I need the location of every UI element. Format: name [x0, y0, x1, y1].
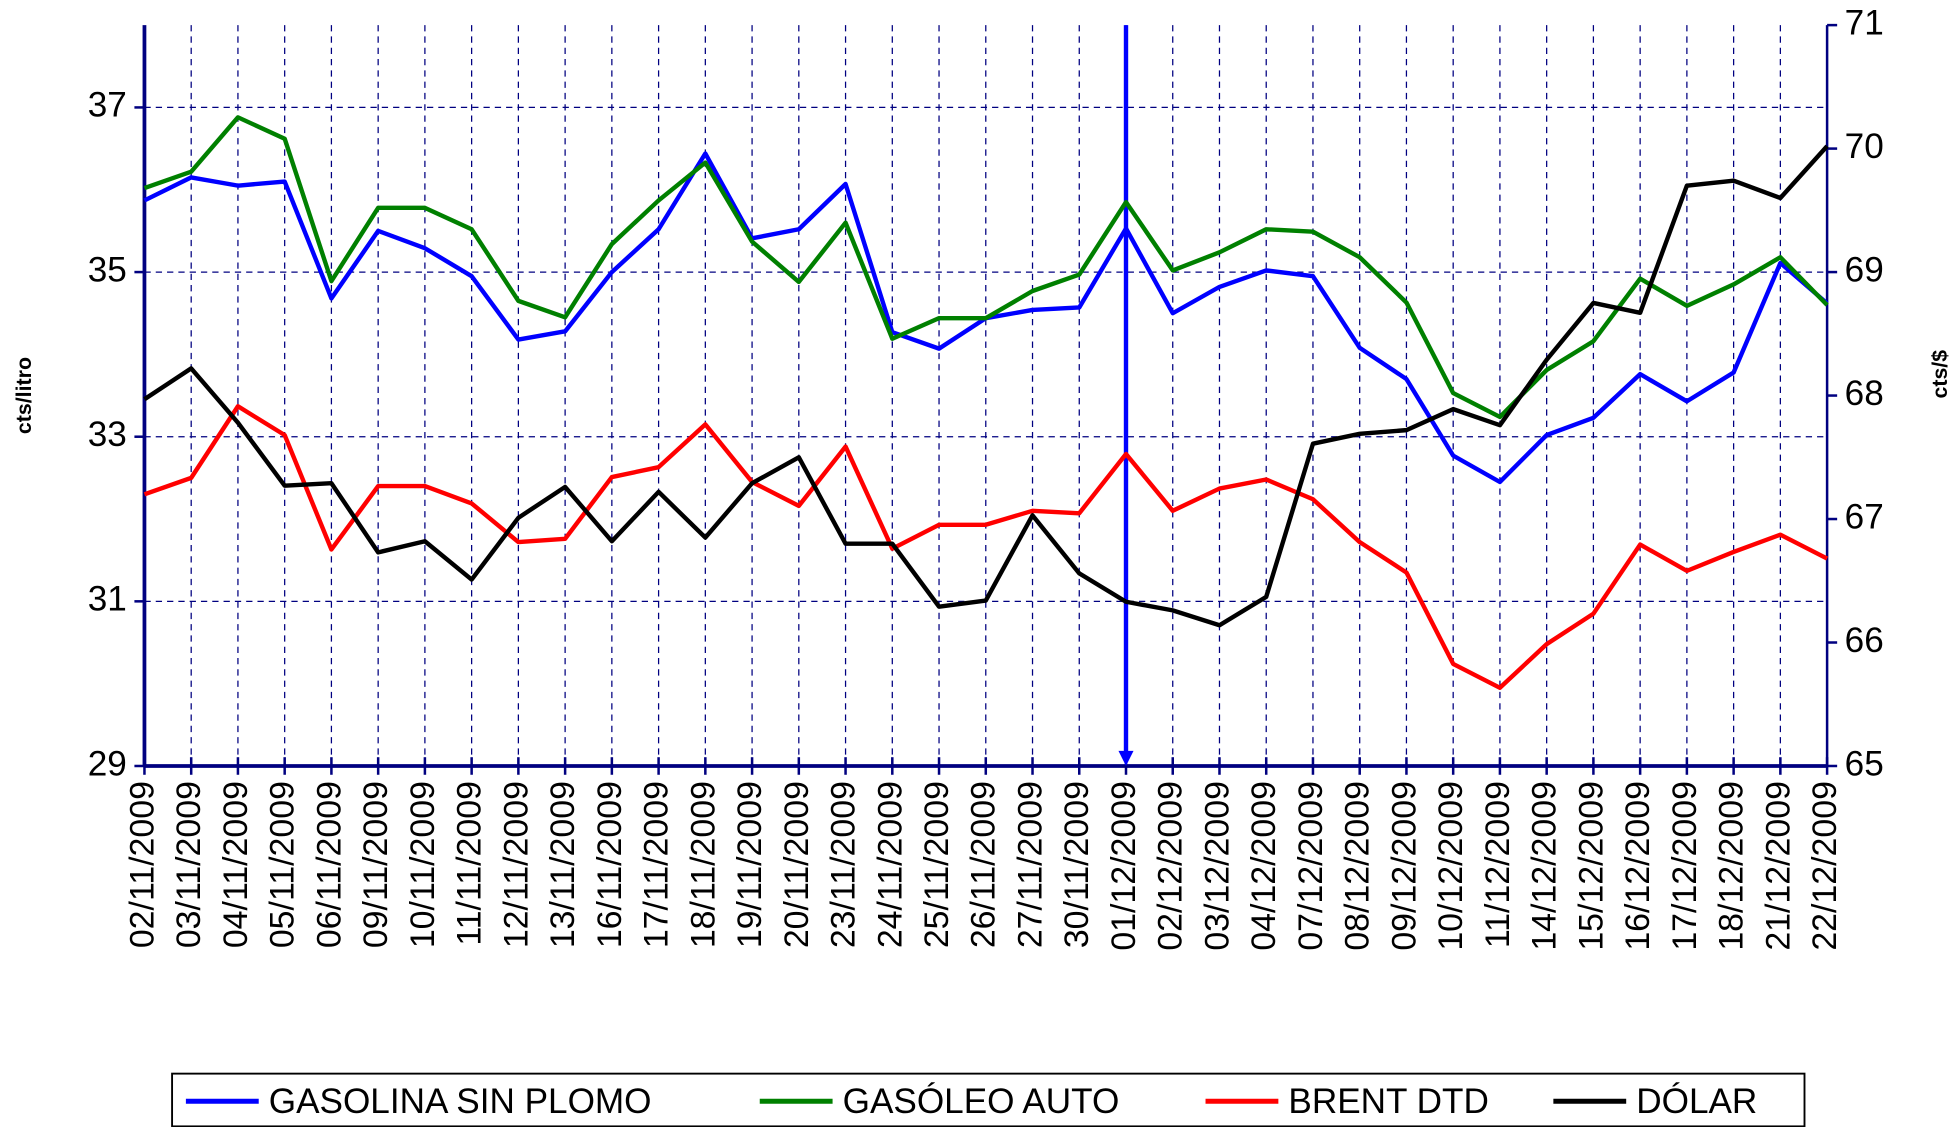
- series-line: [143, 144, 1829, 628]
- legend-label: BRENT DTD: [1288, 1082, 1488, 1121]
- x-tick-label: 15/12/2009: [1572, 781, 1610, 951]
- legend-label: GASÓLEO AUTO: [843, 1082, 1120, 1121]
- marker-arrow: [1118, 750, 1134, 766]
- x-tick-label: 10/12/2009: [1432, 781, 1470, 951]
- y-tick-label: 37: [88, 86, 127, 125]
- x-tick-label: 04/12/2009: [1245, 781, 1283, 951]
- x-tick-label: 13/11/2009: [544, 781, 582, 948]
- x-tick-label: 26/11/2009: [965, 781, 1003, 948]
- x-tick-label: 10/11/2009: [404, 781, 442, 948]
- y-axis-label: cts/litro: [12, 357, 36, 434]
- y-tick-label: 31: [88, 580, 127, 619]
- x-tick-label: 06/11/2009: [310, 781, 348, 948]
- x-tick-label: 07/12/2009: [1292, 781, 1330, 951]
- x-tick-label: 19/11/2009: [731, 781, 769, 948]
- x-tick-label: 11/12/2009: [1479, 781, 1517, 948]
- x-tick-label: 14/12/2009: [1526, 781, 1564, 951]
- x-tick-label: 16/12/2009: [1619, 781, 1657, 951]
- x-tick-label: 18/11/2009: [684, 781, 722, 948]
- x-tick-label: 25/11/2009: [918, 781, 956, 948]
- x-tick-label: 22/12/2009: [1806, 781, 1844, 951]
- x-tick-label: 04/11/2009: [217, 781, 255, 948]
- legend-box: [171, 1072, 1806, 1127]
- y2-tick-label: 66: [1845, 621, 1884, 660]
- x-tick-label: 01/12/2009: [1105, 781, 1143, 951]
- y-tick-label: 33: [88, 415, 127, 454]
- x-tick-label: 21/12/2009: [1759, 781, 1797, 951]
- y-tick-label: 29: [88, 744, 127, 783]
- x-tick-label: 11/11/2009: [451, 781, 489, 946]
- y2-tick-label: 71: [1845, 3, 1884, 42]
- x-tick-label: 12/11/2009: [497, 781, 535, 948]
- y2-tick-label: 69: [1845, 250, 1884, 289]
- y2-tick-label: 68: [1845, 374, 1884, 413]
- x-tick-label: 03/12/2009: [1198, 781, 1236, 951]
- x-tick-label: 23/11/2009: [825, 781, 863, 948]
- y2-tick-label: 67: [1845, 497, 1884, 536]
- x-tick-label: 18/12/2009: [1713, 781, 1751, 951]
- x-tick-label: 30/11/2009: [1058, 781, 1096, 948]
- x-tick-label: 27/11/2009: [1011, 781, 1049, 948]
- x-tick-label: 02/11/2009: [123, 781, 161, 948]
- series-line: [143, 404, 1829, 690]
- x-tick-label: 08/12/2009: [1339, 781, 1377, 951]
- x-tick-label: 16/11/2009: [591, 781, 629, 948]
- legend-label: GASOLINA SIN PLOMO: [269, 1082, 652, 1121]
- x-tick-label: 05/11/2009: [264, 781, 302, 948]
- y2-tick-label: 70: [1845, 127, 1884, 166]
- x-tick-label: 17/11/2009: [638, 781, 676, 948]
- x-tick-label: 09/11/2009: [357, 781, 395, 948]
- y-tick-label: 35: [88, 250, 127, 289]
- series-line: [143, 115, 1829, 420]
- x-tick-label: 09/12/2009: [1385, 781, 1423, 951]
- x-tick-label: 17/12/2009: [1666, 781, 1704, 951]
- legend-label: DÓLAR: [1636, 1082, 1757, 1121]
- x-tick-label: 03/11/2009: [170, 781, 208, 948]
- y2-tick-label: 65: [1845, 744, 1884, 783]
- x-tick-label: 20/11/2009: [778, 781, 816, 948]
- x-tick-label: 24/11/2009: [871, 781, 909, 948]
- x-tick-label: 02/12/2009: [1152, 781, 1190, 951]
- y2-axis-label: cts/$: [1928, 350, 1952, 399]
